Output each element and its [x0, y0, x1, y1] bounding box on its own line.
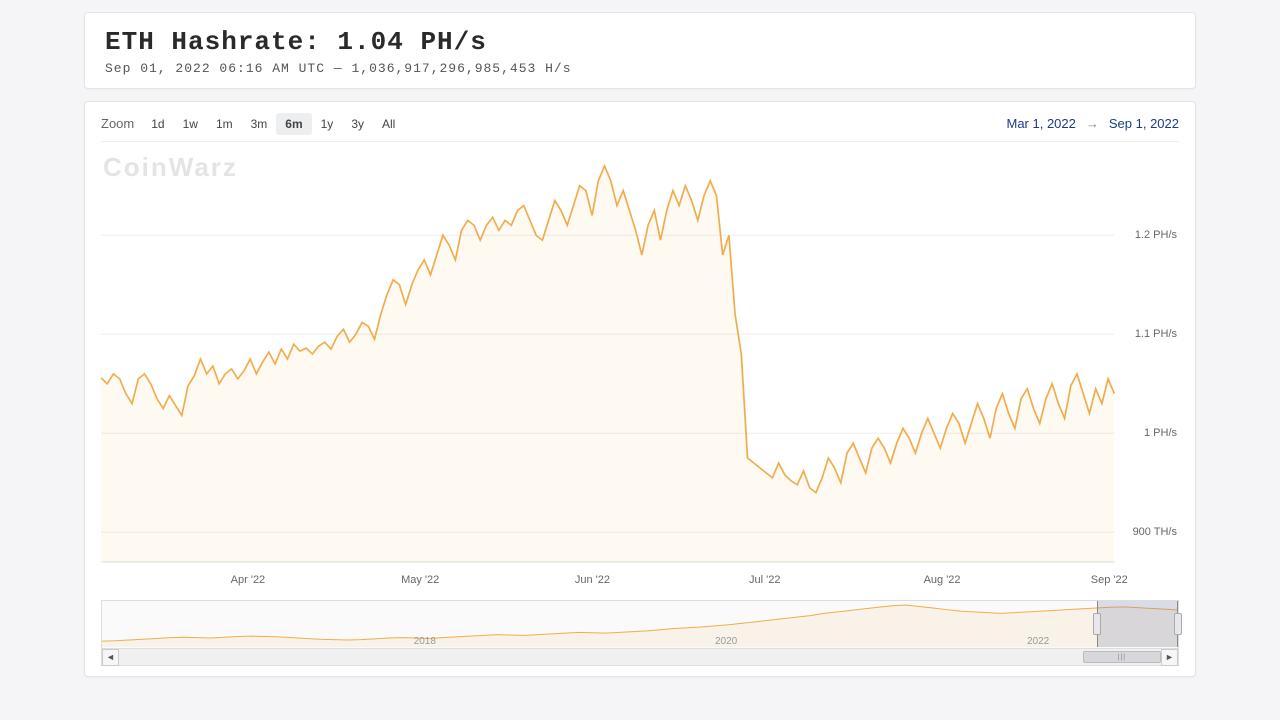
navigator-x-label: 2018: [414, 636, 436, 647]
zoom-1m-button[interactable]: 1m: [207, 113, 242, 135]
scrollbar-thumb[interactable]: |||: [1083, 651, 1161, 663]
range-to[interactable]: Sep 1, 2022: [1109, 116, 1179, 131]
zoom-1y-button[interactable]: 1y: [312, 113, 343, 135]
mini-chart-svg: [102, 601, 1178, 647]
navigator-x-label: 2022: [1027, 636, 1049, 647]
chart-toolbar: Zoom 1d1w1m3m6m1y3yAll Mar 1, 2022 → Sep…: [101, 116, 1179, 142]
scroll-left-button[interactable]: ◄: [102, 649, 119, 666]
x-axis-label: Apr '22: [231, 574, 266, 586]
zoom-3y-button[interactable]: 3y: [342, 113, 373, 135]
zoom-label: Zoom: [101, 116, 134, 131]
main-chart[interactable]: CoinWarz 900 TH/s1 PH/s1.1 PH/s1.2 PH/s …: [101, 146, 1179, 586]
zoom-3m-button[interactable]: 3m: [242, 113, 277, 135]
x-axis-label: Jun '22: [575, 574, 610, 586]
zoom-group: Zoom 1d1w1m3m6m1y3yAll: [101, 116, 404, 131]
y-axis-label: 1 PH/s: [1144, 427, 1177, 439]
x-axis-label: Jul '22: [749, 574, 780, 586]
watermark-logo: CoinWarz: [103, 152, 238, 183]
separator: —: [334, 61, 343, 76]
y-axis-label: 900 TH/s: [1133, 526, 1177, 538]
navigator-handle-right[interactable]: [1174, 613, 1182, 635]
x-axis-label: May '22: [401, 574, 439, 586]
x-axis-label: Aug '22: [924, 574, 961, 586]
navigator-chart[interactable]: 2018 2020 2022 ◄ ||| ►: [101, 600, 1179, 666]
scroll-right-button[interactable]: ►: [1161, 649, 1178, 666]
chart-card: Zoom 1d1w1m3m6m1y3yAll Mar 1, 2022 → Sep…: [84, 101, 1196, 677]
raw-value: 1,036,917,296,985,453 H/s: [351, 61, 571, 76]
y-axis-label: 1.2 PH/s: [1135, 229, 1177, 241]
navigator-handle-left[interactable]: [1093, 613, 1101, 635]
range-from[interactable]: Mar 1, 2022: [1007, 116, 1076, 131]
timestamp: Sep 01, 2022 06:16 AM UTC: [105, 61, 325, 76]
date-range: Mar 1, 2022 → Sep 1, 2022: [1007, 116, 1180, 131]
navigator-scrollbar[interactable]: ◄ ||| ►: [102, 648, 1178, 665]
page-title: ETH Hashrate: 1.04 PH/s: [105, 27, 1175, 57]
x-axis-label: Sep '22: [1091, 574, 1128, 586]
navigator-x-label: 2020: [715, 636, 737, 647]
zoom-6m-button[interactable]: 6m: [276, 113, 311, 135]
header-subtitle: Sep 01, 2022 06:16 AM UTC — 1,036,917,29…: [105, 61, 1175, 76]
zoom-All-button[interactable]: All: [373, 113, 404, 135]
scrollbar-track[interactable]: |||: [119, 649, 1161, 665]
navigator-selection[interactable]: [1097, 601, 1178, 647]
zoom-1w-button[interactable]: 1w: [174, 113, 207, 135]
arrow-right-icon: →: [1086, 116, 1099, 131]
y-axis-label: 1.1 PH/s: [1135, 328, 1177, 340]
zoom-1d-button[interactable]: 1d: [142, 113, 173, 135]
header-card: ETH Hashrate: 1.04 PH/s Sep 01, 2022 06:…: [84, 12, 1196, 89]
chart-svg: [101, 146, 1179, 586]
